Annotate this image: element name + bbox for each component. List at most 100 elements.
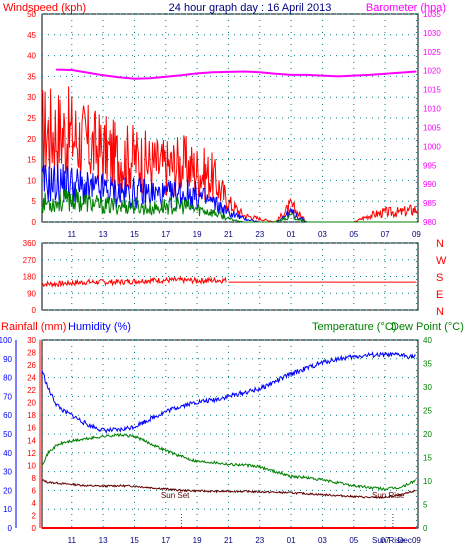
barometer-tick-label: 1035 (423, 10, 441, 19)
rainfall-tick-label: 18 (27, 411, 36, 420)
rainfall-tick-label: 28 (27, 349, 36, 358)
dewpoint-axis-label: Dew Point (°C) (391, 321, 464, 333)
x-tick-label: 19 (193, 230, 202, 239)
temperature-tick-label: 40 (423, 336, 432, 345)
rainfall-tick-label: 8 (32, 474, 37, 483)
x-tick-label: 07 (381, 536, 390, 545)
temperature-tick-label: 35 (423, 360, 432, 369)
barometer-axis-label: Barometer (hpa) (366, 2, 446, 14)
humidity-tick-label: 20 (3, 486, 12, 495)
x-tick-label: 05 (349, 230, 358, 239)
humidity-tick-label: 70 (3, 392, 12, 401)
x-tick-label: 13 (99, 230, 108, 239)
wind-panel-frame (41, 13, 419, 223)
humidity-tick-label: 10 (3, 505, 12, 514)
temperature-tick-label: 15 (423, 454, 432, 463)
barometer-tick-label: 985 (423, 199, 437, 208)
barometer-tick-label: 1025 (423, 48, 441, 57)
direction-panel-frame (41, 242, 419, 311)
x-tick-label: 07 (381, 230, 390, 239)
temperature-tick-label: 10 (423, 477, 432, 486)
windspeed-tick-label: 25 (27, 114, 36, 123)
rainfall-tick-label: 10 (27, 461, 36, 470)
humidity-tick-label: 30 (3, 468, 12, 477)
windspeed-tick-label: 5 (32, 197, 37, 206)
windspeed-tick-label: 50 (27, 10, 36, 19)
barometer-line (56, 68, 417, 80)
temperature-tick-label: 25 (423, 407, 432, 416)
direction-tick-label: 270 (23, 256, 37, 265)
windspeed-tick-label: 30 (27, 93, 36, 102)
dec-x-label: Dec (398, 536, 412, 545)
compass-label: N (436, 306, 444, 318)
temperature-tick-label: 30 (423, 383, 432, 392)
compass-label: W (436, 255, 447, 267)
windspeed-tick-label: 15 (27, 156, 36, 165)
x-tick-label: 09 (412, 230, 421, 239)
x-tick-label: 03 (318, 536, 327, 545)
humidity-tick-label: 0 (8, 524, 13, 533)
rainfall-tick-label: 2 (32, 511, 37, 520)
compass-label: E (436, 289, 443, 301)
humidity-tick-label: 40 (3, 449, 12, 458)
rainfall-tick-label: 14 (27, 436, 36, 445)
x-tick-label: 17 (161, 230, 170, 239)
humidity-tick-label: 100 (0, 336, 13, 345)
barometer-tick-label: 1015 (423, 86, 441, 95)
compass-label: S (436, 272, 443, 284)
rainfall-tick-label: 30 (27, 336, 36, 345)
windspeed-tick-label: 35 (27, 72, 36, 81)
windspeed-tick-label: 40 (27, 52, 36, 61)
sunrise-x-label: Sun Rise (372, 536, 405, 545)
windavg-line (41, 188, 418, 223)
rainfall-tick-label: 0 (32, 524, 37, 533)
direction-tick-label: 180 (23, 273, 37, 282)
temperature-line (41, 432, 417, 491)
temperature-panel-frame (41, 339, 419, 529)
x-tick-label: 15 (130, 536, 139, 545)
rainfall-tick-label: 4 (32, 499, 37, 508)
barometer-tick-label: 1030 (423, 29, 441, 38)
barometer-tick-label: 1020 (423, 67, 441, 76)
x-tick-label: 09 (412, 536, 421, 545)
x-tick-label: 21 (224, 536, 233, 545)
x-tick-label: 23 (255, 230, 264, 239)
x-tick-label: 11 (68, 230, 77, 239)
humidity-tick-label: 50 (3, 430, 12, 439)
rainfall-tick-label: 26 (27, 361, 36, 370)
graph-title: 24 hour graph day : 16 April 2013 (169, 2, 332, 14)
x-tick-label: 13 (99, 536, 108, 545)
temperature-tick-label: 20 (423, 430, 432, 439)
rainfall-axis-label: Rainfall (mm) (1, 321, 66, 333)
x-tick-label: 19 (193, 536, 202, 545)
x-tick-label: 01 (287, 230, 296, 239)
humidity-tick-label: 90 (3, 355, 12, 364)
x-tick-label: 05 (349, 536, 358, 545)
sunset-label: Sun Set (161, 491, 190, 500)
direction-tick-label: 90 (27, 289, 36, 298)
temperature-axis-label: Temperature (°C) (312, 321, 396, 333)
barometer-tick-label: 995 (423, 161, 437, 170)
x-tick-label: 17 (161, 536, 170, 545)
x-tick-label: 03 (318, 230, 327, 239)
barometer-tick-label: 1000 (423, 142, 441, 151)
rainfall-tick-label: 12 (27, 449, 36, 458)
rainfall-tick-label: 24 (27, 374, 36, 383)
windspeed-tick-label: 0 (32, 218, 37, 227)
humidity-axis-label: Humidity (%) (68, 321, 131, 333)
humidity-tick-label: 80 (3, 374, 12, 383)
humidity-line (41, 351, 416, 435)
barometer-tick-label: 980 (423, 218, 437, 227)
x-tick-label: 15 (130, 230, 139, 239)
humidity-tick-label: 60 (3, 411, 12, 420)
barometer-tick-label: 990 (423, 180, 437, 189)
barometer-tick-label: 1010 (423, 105, 441, 114)
direction-tick-label: 0 (32, 306, 37, 315)
windspeed-tick-label: 10 (27, 176, 36, 185)
temperature-tick-label: 0 (423, 524, 428, 533)
compass-label: N (436, 238, 444, 250)
x-tick-label: 21 (224, 230, 233, 239)
windspeed-tick-label: 20 (27, 135, 36, 144)
rainfall-tick-label: 6 (32, 486, 37, 495)
